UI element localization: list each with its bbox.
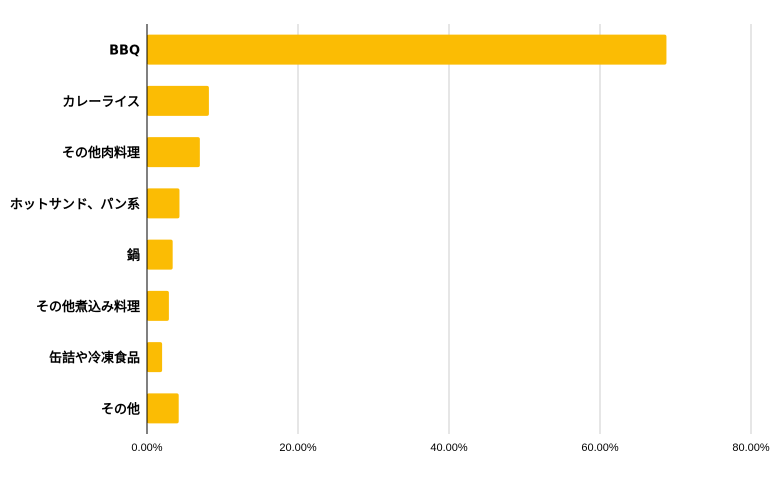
x-tick-label: 80.00% [732, 442, 770, 454]
bar [147, 290, 169, 321]
grid-lines [297, 24, 752, 434]
bar [147, 188, 180, 219]
bars [147, 34, 667, 424]
category-label: その他肉料理 [62, 145, 140, 161]
bar [147, 137, 200, 168]
category-label: 缶詰や冷凍食品 [49, 350, 140, 366]
category-label: ホットサンド、パン系 [10, 196, 140, 212]
x-tick-label: 20.00% [279, 442, 317, 454]
category-label: BBQ [109, 44, 140, 59]
category-label: その他煮込み料理 [36, 299, 140, 315]
x-tick-label: 60.00% [581, 442, 619, 454]
x-tick-label: 40.00% [430, 442, 468, 454]
bar [147, 34, 667, 65]
category-label: その他 [101, 401, 140, 417]
bar [147, 85, 209, 116]
bar [147, 393, 179, 424]
bar [147, 239, 173, 270]
category-label: 鍋 [127, 248, 140, 264]
bar [147, 342, 163, 373]
x-tick-labels: 0.00% 20.00% 40.00% 60.00% 80.00% [131, 442, 769, 454]
category-labels: BBQ カレーライスその他肉料理ホットサンド、パン系鍋その他煮込み料理缶詰や冷凍食… [10, 44, 140, 418]
x-tick-label: 0.00% [131, 442, 162, 454]
category-label: カレーライス [62, 95, 140, 110]
